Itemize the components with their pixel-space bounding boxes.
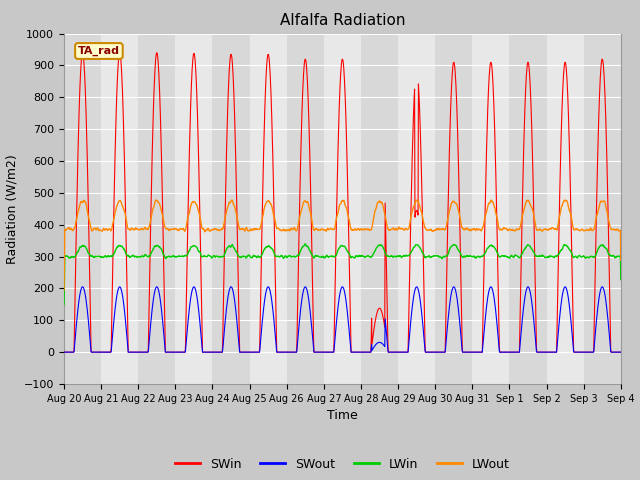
Y-axis label: Radiation (W/m2): Radiation (W/m2) <box>5 154 19 264</box>
Bar <box>101 34 138 384</box>
Bar <box>509 34 547 384</box>
Bar <box>547 34 584 384</box>
Bar <box>287 34 324 384</box>
Bar <box>138 34 175 384</box>
Bar <box>435 34 472 384</box>
Bar <box>212 34 250 384</box>
Bar <box>175 34 212 384</box>
Bar <box>64 34 101 384</box>
Bar <box>398 34 435 384</box>
Bar <box>324 34 361 384</box>
Text: TA_rad: TA_rad <box>78 46 120 56</box>
Bar <box>250 34 287 384</box>
Bar <box>472 34 509 384</box>
Bar <box>361 34 398 384</box>
X-axis label: Time: Time <box>327 409 358 422</box>
Title: Alfalfa Radiation: Alfalfa Radiation <box>280 13 405 28</box>
Legend: SWin, SWout, LWin, LWout: SWin, SWout, LWin, LWout <box>170 453 515 476</box>
Bar <box>584 34 621 384</box>
